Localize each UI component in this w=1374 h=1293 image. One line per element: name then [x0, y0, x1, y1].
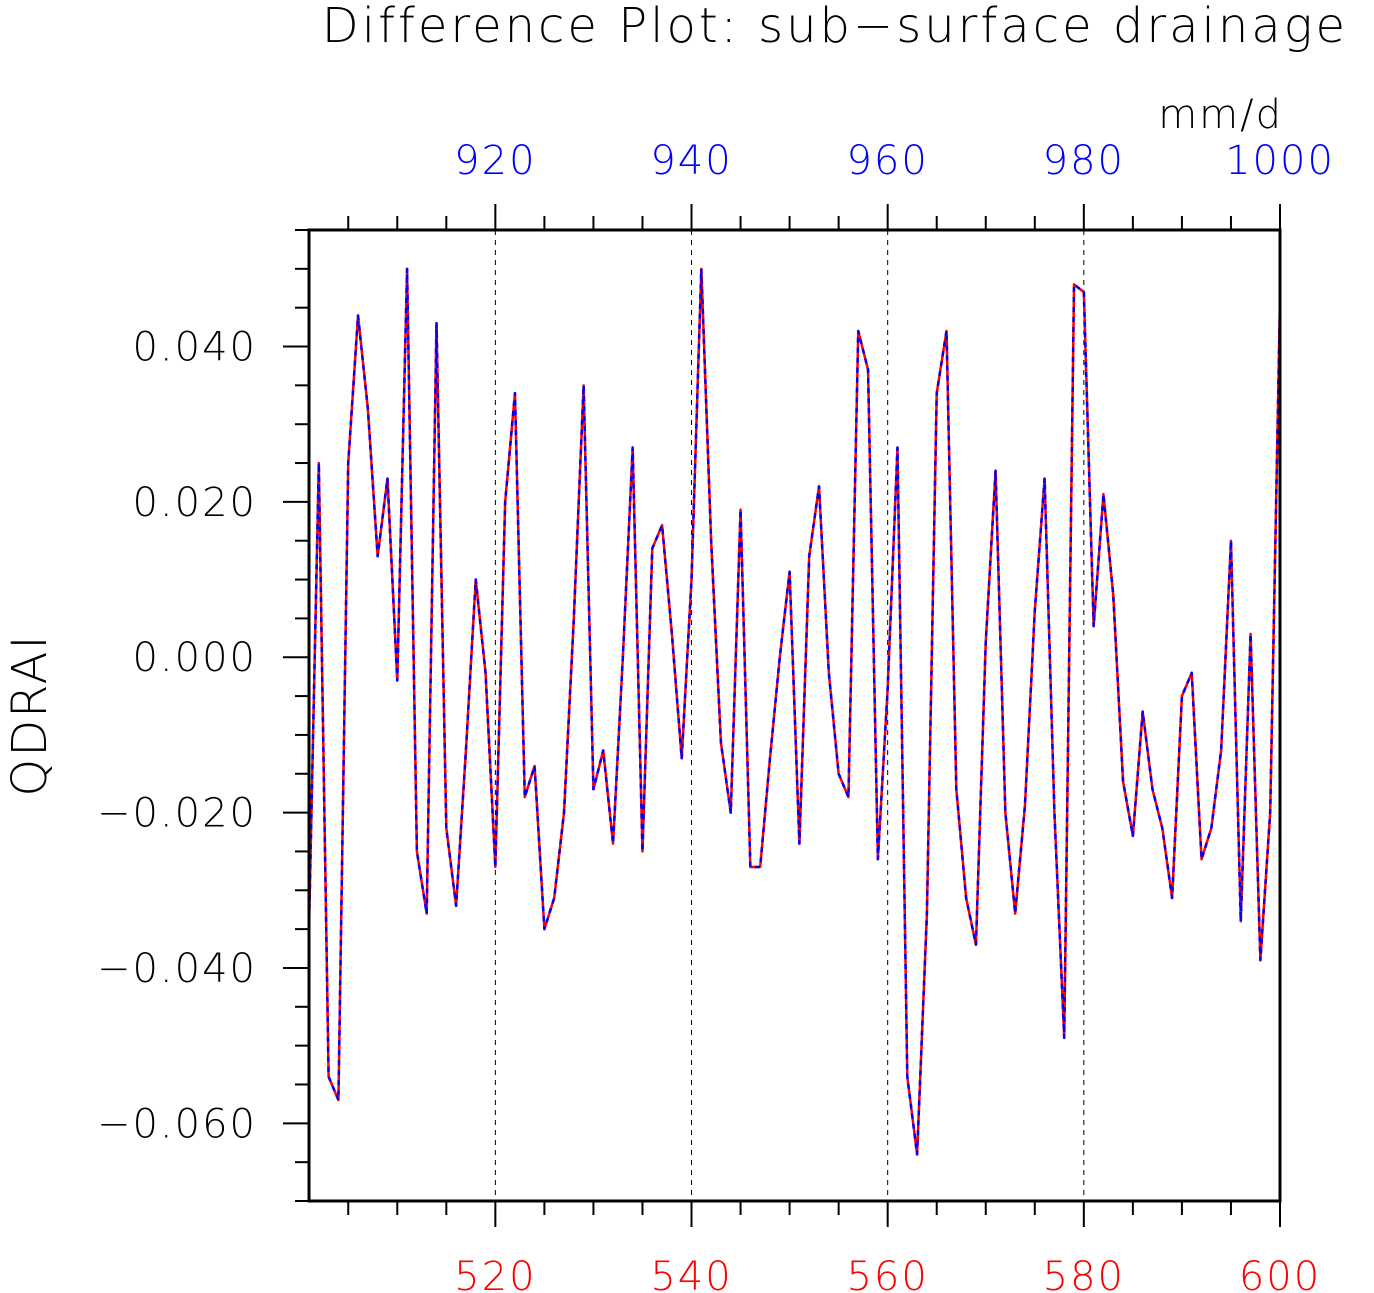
axis-ticks [283, 204, 1281, 1227]
y-tick-label: 0.040 [132, 325, 257, 371]
y-tick-label: 0.000 [132, 635, 257, 681]
grid-lines [494, 230, 1085, 1201]
x-tick-label-top: 960 [846, 138, 928, 184]
y-tick-label: −0.060 [97, 1101, 257, 1147]
data-series [307, 267, 1282, 1156]
y-tick-label: −0.040 [97, 946, 257, 992]
x-tick-label-top: 980 [1043, 138, 1125, 184]
x-tick-label-bottom: 580 [1043, 1254, 1125, 1293]
y-tick-label: −0.020 [97, 791, 257, 837]
tick-labels: 0.040 0.020 0.000 −0.020 −0.040 −0.060 520 540 5… [97, 138, 1335, 1293]
plot-frame [307, 228, 1282, 1203]
chart-title: Difference Plot: sub−surface drainage [322, 0, 1348, 54]
y-axis-label: QDRAI [2, 633, 58, 796]
series-line-blue [307, 267, 1282, 1156]
x-tick-label-bottom: 540 [650, 1254, 732, 1293]
x-tick-label-top: 920 [454, 138, 536, 184]
x-tick-label-bottom: 560 [846, 1254, 928, 1293]
x-tick-label-bottom: 520 [454, 1254, 536, 1293]
x-tick-label-top: 940 [650, 138, 732, 184]
y-tick-label: 0.020 [132, 480, 257, 526]
x-tick-label-bottom: 600 [1239, 1254, 1321, 1293]
x-tick-label-top: 1000 [1225, 138, 1335, 184]
units-label: mm/d [1158, 92, 1283, 138]
